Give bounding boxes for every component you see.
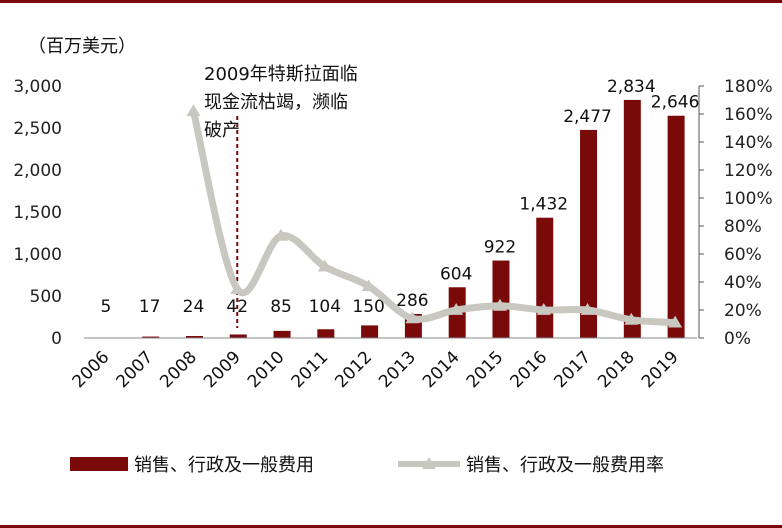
bar-data-labels: 5 17 24 42 85 104 150 2866049221,4322,4772,8342… [100,77,699,317]
bar-data-label: 2,646 [651,93,700,113]
right-tick-label: 60% [724,245,762,265]
x-tick-label: 2013 [375,347,420,392]
bar [536,217,554,338]
bar [623,99,641,338]
legend: 销售、行政及一般费用 销售、行政及一般费用率 [70,455,664,476]
bar-data-label: 922 [484,238,516,258]
right-tick-label: 180% [724,77,773,97]
bar-data-label: 17 [139,297,161,317]
x-tick-label: 2019 [638,347,683,392]
bar [229,334,247,338]
bottom-rule [0,525,782,528]
legend-label-line: 销售、行政及一般费用率 [466,455,664,476]
line-point [624,312,639,325]
bar [361,325,379,338]
x-axis: 2006 2007 2008 2009 2010 2011 2012 2013 2014 2015… [69,337,697,392]
x-tick-label: 2011 [288,347,333,392]
legend-swatch-bar [70,457,128,471]
x-tick-label: 2008 [156,347,201,392]
bar-data-label: 24 [183,297,205,317]
line-point [405,311,420,324]
left-axis: 0 500 1,000 1,500 2,000 2,500 3,000 [13,77,62,349]
right-tick-label: 40% [724,273,762,293]
line-point [274,228,289,241]
left-tick-label: 2,000 [13,161,62,181]
x-tick-label: 2010 [244,347,289,392]
right-tick-label: 140% [724,133,773,153]
line-point [186,104,201,117]
annotation-text: 现金流枯竭，濒临 [204,92,348,113]
bar-data-label: 604 [440,264,472,284]
x-tick-label: 2018 [594,347,639,392]
line-point [317,259,332,272]
x-tick-label: 2009 [200,347,245,392]
line-point [492,298,507,311]
x-tick-label: 2012 [331,347,376,392]
bar-data-label: 286 [396,291,428,311]
line-point [668,315,683,328]
bar [142,336,160,338]
x-tick-label: 2006 [69,347,114,392]
line-point [580,303,595,315]
left-tick-label: 2,500 [13,119,62,139]
bar-data-label: 150 [352,297,384,317]
x-tick-label: 2007 [112,347,157,392]
line-point [361,279,376,292]
right-tick-label: 80% [724,217,762,237]
bar-data-label: 1,432 [519,195,568,215]
x-tick-label: 2017 [550,347,595,392]
legend-label-bar: 销售、行政及一般费用 [134,455,314,476]
bar-data-label: 2,834 [607,77,656,97]
bar [273,330,291,338]
right-tick-label: 0% [724,329,751,349]
bar [492,260,510,338]
bar [185,335,203,338]
bar [580,129,598,338]
left-tick-label: 1,000 [13,245,62,265]
line-series [186,104,683,328]
annotation-text: 2009年特斯拉面临 [204,64,358,85]
right-tick-label: 20% [724,301,762,321]
x-tick-label: 2015 [463,347,508,392]
line-path [189,107,679,327]
line-point [536,303,551,315]
unit-label: （百万美元） [28,36,136,57]
line-point [230,282,245,294]
right-tick-label: 120% [724,161,773,181]
annotation-text: 破产 [204,120,240,141]
x-tick-label: 2016 [507,347,552,392]
bar-data-label: 2,477 [563,107,612,127]
legend-swatch-marker [422,457,436,469]
left-tick-label: 3,000 [13,77,62,97]
right-tick-label: 160% [724,105,773,125]
top-rule [0,0,782,3]
left-tick-label: 500 [30,287,62,307]
line-point [449,303,464,315]
left-tick-label: 0 [51,329,62,349]
left-tick-label: 1,500 [13,203,62,223]
x-tick-label: 2014 [419,347,464,392]
bar-data-label: 85 [270,297,292,317]
right-axis: 0% 20% 40% 60% 80% 100% 120% 140% 160% 180% [698,77,773,349]
bar [667,115,685,339]
bar-data-label: 5 [100,297,111,317]
bar [317,329,335,338]
bar-data-label: 104 [309,297,341,317]
right-tick-label: 100% [724,189,773,209]
